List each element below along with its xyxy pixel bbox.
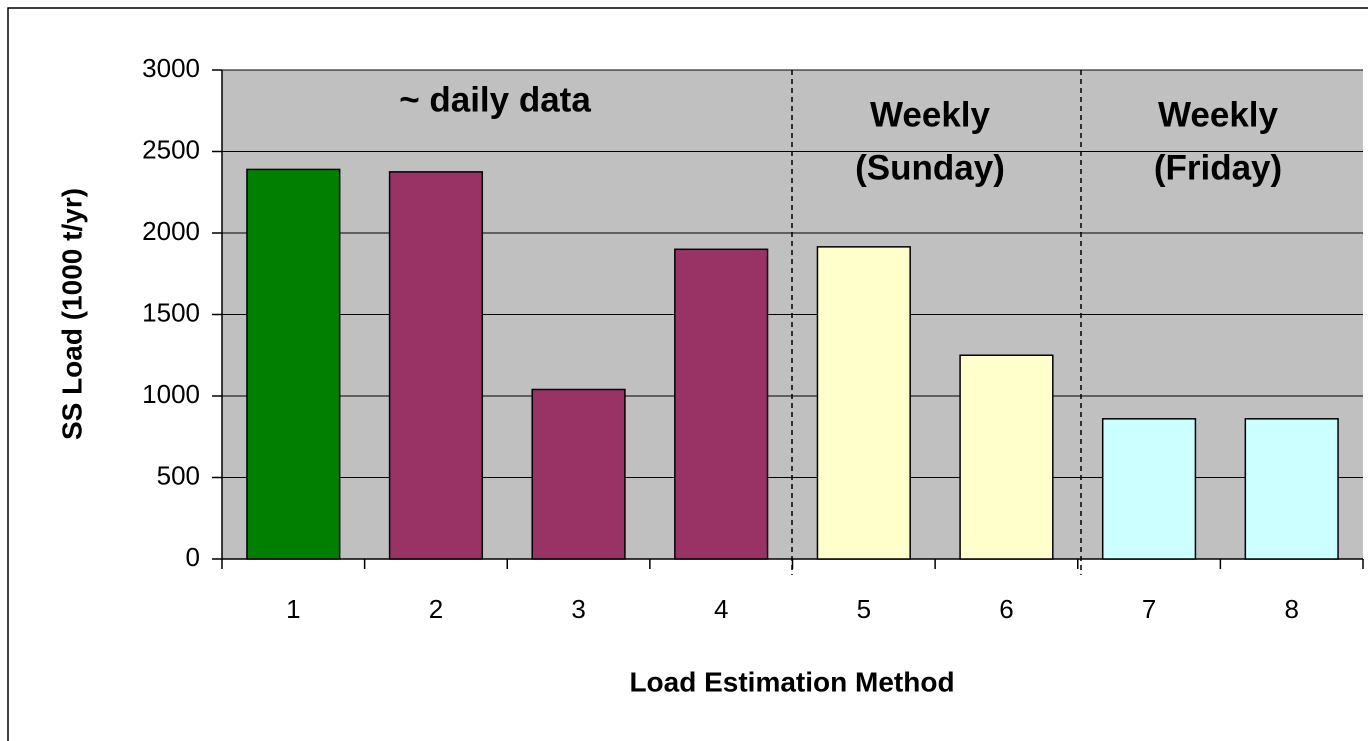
y-tick-label: 0 xyxy=(186,542,200,572)
bar xyxy=(246,168,341,560)
annotation: (Friday) xyxy=(1154,148,1282,187)
y-tick-label: 2500 xyxy=(142,134,200,164)
bar xyxy=(531,388,626,560)
y-tick-label: 1500 xyxy=(142,297,200,327)
annotation: Weekly xyxy=(870,95,991,134)
x-tick-label: 6 xyxy=(999,594,1013,624)
y-tick-label: 3000 xyxy=(142,53,200,83)
bar xyxy=(816,246,911,560)
x-tick-label: 3 xyxy=(571,594,585,624)
annotation: ~ daily data xyxy=(399,80,591,119)
annotation: (Sunday) xyxy=(855,148,1005,187)
x-tick-label: 7 xyxy=(1142,594,1156,624)
y-tick-label: 2000 xyxy=(142,216,200,246)
x-tick-label: 2 xyxy=(429,594,443,624)
marks: 0 500 1000 1500 2000 2500 3000 1 2 3 4 5 6 7 8 xyxy=(142,53,1364,624)
x-tick-label: 5 xyxy=(857,594,871,624)
bar xyxy=(1101,418,1197,560)
x-axis-title: Load Estimation Method xyxy=(629,666,954,697)
x-tick-label: 1 xyxy=(286,594,300,624)
y-tick-label: 500 xyxy=(157,460,200,490)
annotation: Weekly xyxy=(1158,95,1279,134)
y-tick-label: 1000 xyxy=(142,379,200,409)
x-tick-label: 4 xyxy=(714,594,728,624)
bar xyxy=(1244,418,1339,560)
bar xyxy=(388,171,484,560)
y-axis-title: SS Load (1000 t/yr) xyxy=(56,188,87,440)
bar xyxy=(959,354,1054,560)
bar xyxy=(674,248,769,560)
x-tick-label: 8 xyxy=(1284,594,1298,624)
